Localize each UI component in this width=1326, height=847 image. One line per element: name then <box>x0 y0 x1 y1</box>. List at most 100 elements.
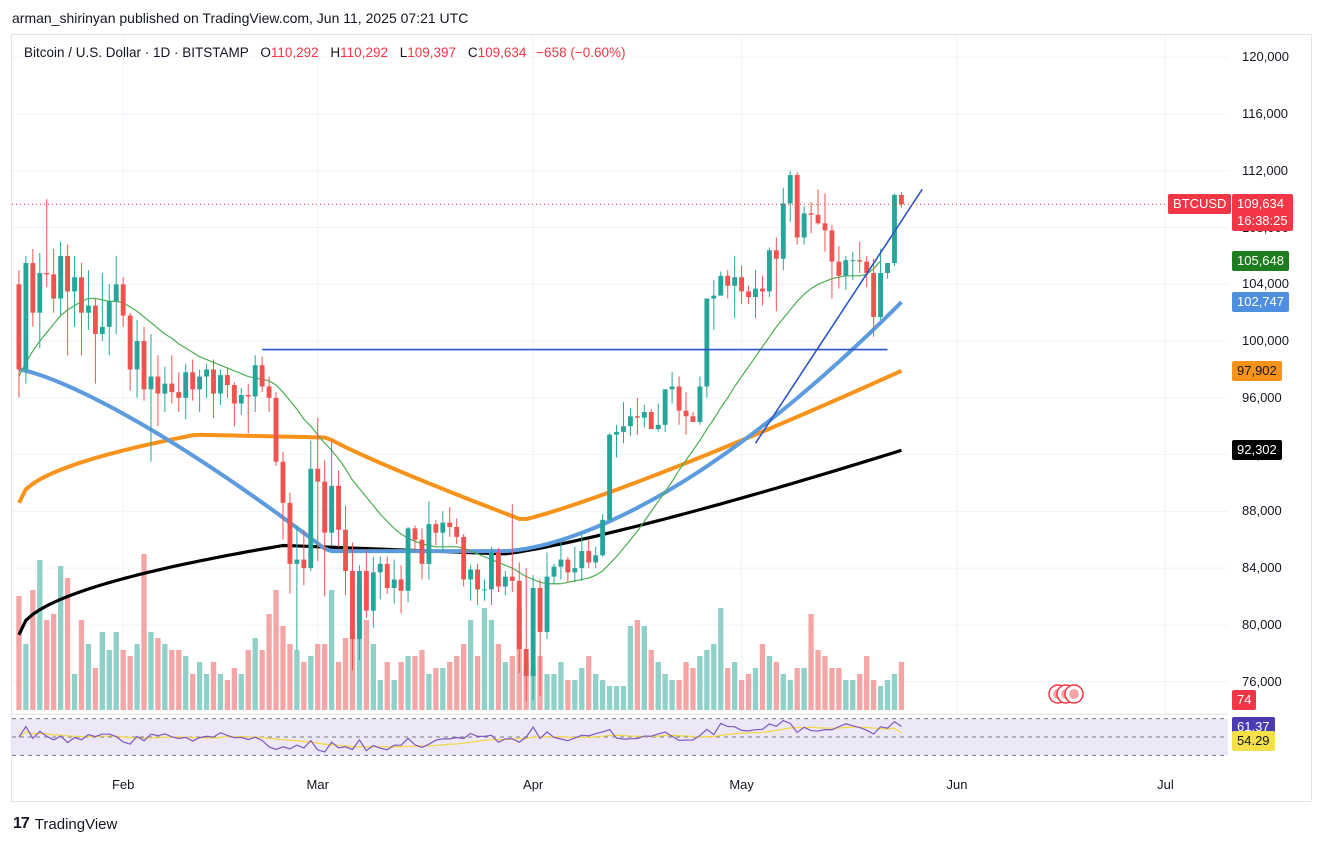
volume-bar <box>155 638 161 710</box>
candle-body <box>301 559 307 569</box>
volume-bar <box>245 650 251 710</box>
candle-body <box>593 555 599 563</box>
volume-bar <box>176 650 182 710</box>
candle-body <box>669 386 675 390</box>
volume-bar <box>328 590 335 710</box>
chart-frame[interactable] <box>11 34 1312 802</box>
price-tick-label: 120,000 <box>1242 49 1289 65</box>
symbol-legend[interactable]: Bitcoin / U.S. Dollar · 1D · BITSTAMP O1… <box>24 45 625 60</box>
us-flag-event-icon <box>1069 689 1079 699</box>
price-tick-label: 104,000 <box>1242 276 1289 292</box>
volume-bar <box>752 668 759 710</box>
volume-bar <box>363 620 370 710</box>
candle-body <box>294 559 300 564</box>
volume-bar <box>273 590 279 710</box>
volume-bar <box>565 680 571 710</box>
volume-bar <box>78 620 85 710</box>
candle-body <box>468 569 474 580</box>
volume-bar <box>315 644 321 710</box>
symbol-name[interactable]: Bitcoin / U.S. Dollar · 1D · BITSTAMP <box>24 45 249 60</box>
candle-body <box>558 559 564 567</box>
volume-bar <box>836 668 842 710</box>
volume-bar <box>342 638 349 710</box>
volume-bar <box>843 680 849 710</box>
volume-bar <box>280 626 286 710</box>
volume-bar <box>558 662 564 710</box>
low-value: 109,397 <box>407 45 457 60</box>
time-tick-label: Feb <box>111 777 135 792</box>
volume-bar <box>162 644 168 710</box>
volume-bar <box>294 650 300 710</box>
candle-body <box>30 263 36 313</box>
volume-bar <box>474 656 481 710</box>
candle-body <box>141 341 147 390</box>
change-value: −658 (−0.60%) <box>536 45 626 60</box>
event-icons <box>1048 684 1084 704</box>
volume-bar <box>169 650 175 710</box>
candle-body <box>245 394 251 397</box>
candle-body <box>190 372 196 390</box>
volume-bar <box>467 620 474 710</box>
publish-info: arman_shirinyan published on TradingView… <box>12 10 469 26</box>
low-label: L <box>399 45 408 60</box>
volume-bar <box>231 668 237 710</box>
candle-body <box>725 275 731 286</box>
volume-bar <box>141 554 147 710</box>
volume-bar <box>655 662 661 710</box>
volume-bar <box>113 632 119 710</box>
tradingview-footer[interactable]: 17 TradingView <box>13 815 117 833</box>
volume-bar <box>210 662 217 710</box>
time-tick-label: Jun <box>946 777 968 792</box>
candle-body <box>426 524 432 564</box>
volume-bar <box>780 674 786 710</box>
symbol-tag: BTCUSD <box>1168 194 1232 215</box>
candle-body <box>231 385 237 404</box>
volume-bar <box>745 674 752 710</box>
candle-body <box>134 341 140 370</box>
volume-bar <box>224 680 231 710</box>
candle-body <box>753 288 758 298</box>
candle-body <box>697 386 703 422</box>
candle-body <box>787 175 793 204</box>
candle-body <box>127 315 133 370</box>
high-value: 110,292 <box>340 45 388 60</box>
candle-body <box>252 365 258 397</box>
volume-bar <box>481 608 488 710</box>
candle-body <box>829 230 835 262</box>
candle-body <box>454 526 460 537</box>
volume-bar <box>106 650 112 710</box>
candle-body <box>99 326 105 334</box>
ma-value-tag: 102,747 <box>1232 292 1289 313</box>
candle-body <box>766 250 772 292</box>
time-tick-label: Mar <box>306 777 329 792</box>
candle-body <box>322 481 328 533</box>
candle-body <box>384 563 390 588</box>
candle-body <box>65 255 71 292</box>
volume-bar <box>266 614 272 710</box>
candle-body <box>92 305 98 334</box>
volume-bar <box>738 680 745 710</box>
volume-bar <box>183 656 189 710</box>
candle-body <box>773 250 779 259</box>
candle-body <box>280 461 286 503</box>
rsi-pane <box>12 713 1228 756</box>
volume-bar <box>704 650 710 710</box>
volume-bar <box>718 608 724 710</box>
brand-name: TradingView <box>34 815 118 833</box>
candle-body <box>336 485 342 530</box>
grid <box>12 36 1228 760</box>
volume-bar <box>322 644 328 710</box>
volume-bar <box>64 578 71 710</box>
candle-body <box>808 213 814 215</box>
volume-bar <box>891 674 898 710</box>
candle-body <box>676 386 682 411</box>
candle-body <box>363 570 369 611</box>
volume-bar <box>586 656 592 710</box>
volume-bar <box>252 638 258 710</box>
candle-body <box>72 277 77 292</box>
volume-bar <box>697 656 703 710</box>
close-value: 109,634 <box>477 45 527 60</box>
volume-bar <box>287 644 293 710</box>
candle-body <box>273 397 279 462</box>
